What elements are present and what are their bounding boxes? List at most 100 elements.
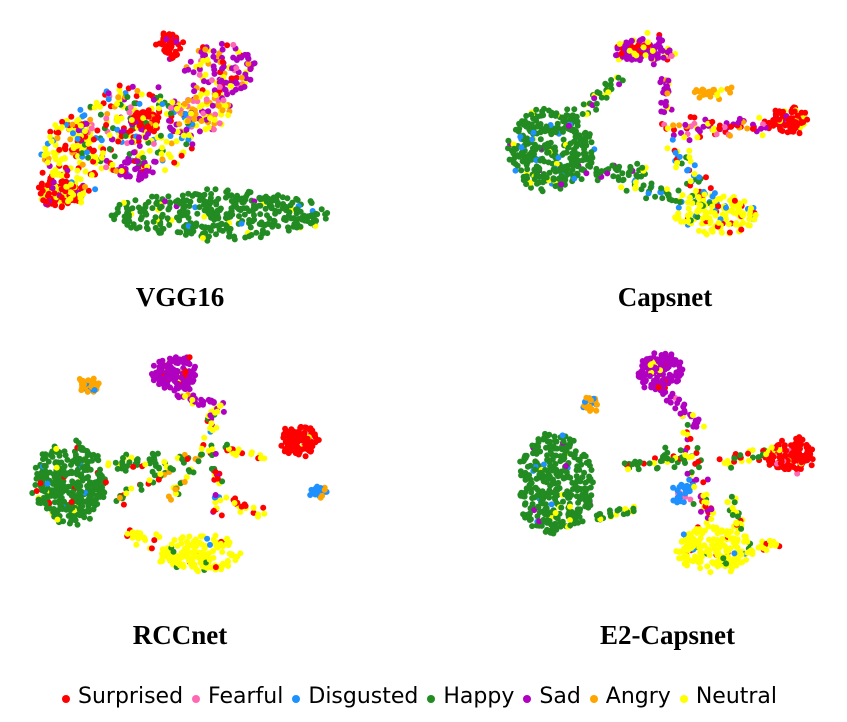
data-point-neutral (157, 471, 164, 477)
data-point-sad (164, 372, 171, 379)
data-point-surprised (707, 185, 714, 192)
data-point-sad (134, 158, 141, 165)
data-point-happy (111, 153, 118, 160)
data-point-neutral (255, 511, 262, 518)
data-point-angry (319, 492, 326, 499)
data-point-sad (637, 37, 644, 44)
data-point-happy (115, 209, 121, 216)
data-point-surprised (791, 448, 797, 455)
data-point-neutral (757, 543, 764, 550)
data-point-neutral (77, 176, 84, 183)
data-point-sad (676, 367, 683, 374)
data-point-neutral (189, 396, 196, 403)
data-point-happy (634, 160, 641, 167)
data-point-happy (212, 186, 219, 193)
data-point-happy (593, 165, 600, 172)
data-point-sad (251, 60, 258, 67)
data-point-happy (297, 223, 304, 230)
data-point-angry (202, 46, 209, 53)
data-point-happy (560, 150, 567, 157)
data-point-disgusted (672, 149, 679, 156)
data-point-neutral (633, 52, 640, 59)
data-point-happy (41, 462, 48, 469)
data-point-neutral (714, 530, 721, 537)
data-point-happy (520, 121, 527, 128)
data-point-happy (582, 453, 589, 460)
data-point-happy (293, 195, 300, 202)
data-point-disgusted (84, 149, 90, 156)
data-point-angry (696, 88, 703, 95)
data-point-angry (185, 118, 191, 125)
data-point-surprised (232, 495, 239, 502)
data-point-neutral (248, 449, 255, 456)
data-point-surprised (151, 537, 158, 544)
data-point-happy (143, 220, 150, 226)
data-point-sad (191, 371, 198, 378)
data-point-surprised (709, 118, 716, 125)
data-point-neutral (685, 531, 692, 538)
data-point-happy (536, 471, 543, 478)
data-point-surprised (127, 127, 134, 134)
data-point-happy (157, 132, 164, 139)
data-point-happy (506, 156, 513, 163)
data-point-happy (143, 224, 150, 231)
data-point-disgusted (136, 100, 143, 107)
data-point-happy (535, 443, 542, 450)
data-point-happy (535, 503, 542, 510)
data-point-neutral (642, 52, 649, 59)
data-point-disgusted (686, 488, 693, 495)
data-point-neutral (226, 550, 233, 557)
data-point-surprised (103, 122, 110, 128)
data-point-neutral (59, 124, 66, 131)
data-point-neutral (202, 126, 209, 133)
data-point-happy (665, 193, 672, 200)
data-point-neutral (715, 195, 722, 202)
data-point-happy (534, 180, 540, 187)
data-point-happy (34, 470, 41, 477)
data-point-happy (557, 453, 564, 460)
data-point-sad (232, 86, 239, 93)
data-point-fearful (668, 53, 675, 59)
scatter-panel-e2-capsnet (505, 348, 835, 618)
data-point-fearful (124, 140, 131, 147)
data-point-sad (591, 95, 598, 102)
data-point-angry (219, 107, 226, 114)
data-point-neutral (128, 117, 135, 123)
data-point-angry (583, 394, 590, 401)
data-point-surprised (43, 199, 50, 205)
data-point-happy (193, 191, 200, 198)
data-point-surprised (738, 226, 745, 233)
data-point-neutral (159, 144, 166, 151)
data-point-happy (226, 233, 232, 240)
data-point-neutral (99, 150, 106, 157)
data-point-neutral (698, 220, 705, 227)
data-point-happy (555, 479, 562, 486)
data-point-happy (179, 456, 186, 463)
data-point-happy (737, 452, 744, 459)
data-point-happy (86, 515, 93, 522)
data-point-happy (505, 145, 511, 152)
data-point-happy (236, 213, 242, 220)
data-point-happy (668, 457, 675, 464)
data-point-happy (581, 146, 588, 153)
data-point-sad (653, 365, 660, 372)
data-point-neutral (88, 172, 95, 178)
data-point-happy (564, 106, 571, 113)
data-point-happy (549, 467, 556, 474)
data-point-surprised (787, 124, 794, 131)
data-point-sad (209, 102, 216, 109)
data-point-happy (533, 106, 540, 113)
data-point-happy (264, 230, 271, 237)
data-point-happy (559, 114, 566, 121)
data-point-disgusted (723, 204, 729, 211)
data-point-surprised (783, 447, 790, 454)
data-point-angry (727, 89, 734, 96)
data-point-happy (534, 487, 541, 493)
data-point-angry (192, 94, 199, 101)
data-point-happy (535, 439, 542, 446)
data-point-sad (621, 45, 628, 51)
data-point-happy (206, 211, 213, 218)
data-point-neutral (693, 554, 700, 561)
data-point-sad (180, 359, 187, 366)
data-point-sad (224, 91, 231, 98)
